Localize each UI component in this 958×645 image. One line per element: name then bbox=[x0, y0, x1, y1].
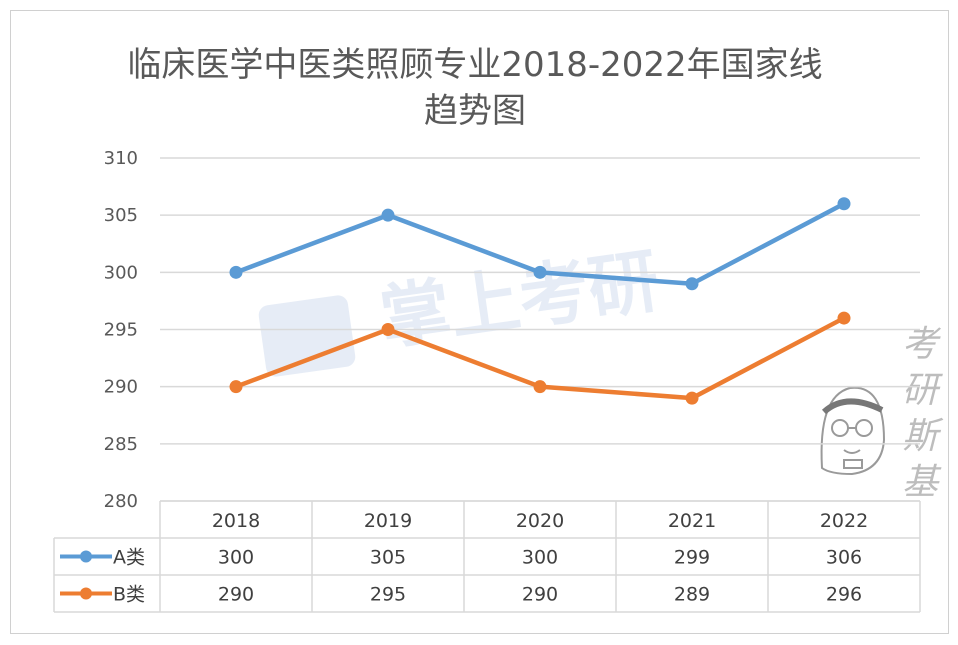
table-cell-value: 290 bbox=[218, 584, 254, 606]
chart-title-line1: 临床医学中医类照顾专业2018-2022年国家线 bbox=[127, 45, 823, 85]
data-point bbox=[837, 197, 851, 211]
y-tick-label: 300 bbox=[104, 262, 138, 283]
table-cell-value: 290 bbox=[522, 584, 558, 606]
data-point bbox=[533, 380, 547, 394]
legend-swatch-marker bbox=[80, 587, 92, 600]
data-point bbox=[837, 311, 851, 325]
y-tick-label: 290 bbox=[104, 377, 138, 398]
y-tick-label: 295 bbox=[104, 320, 138, 341]
data-point bbox=[229, 265, 243, 279]
x-category-label: 2021 bbox=[668, 510, 716, 532]
x-category-label: 2020 bbox=[516, 510, 564, 532]
y-tick-label: 310 bbox=[104, 148, 138, 169]
table-cell-value: 289 bbox=[674, 584, 710, 606]
chart-title: 临床医学中医类照顾专业2018-2022年国家线 趋势图 bbox=[60, 42, 890, 134]
data-point bbox=[685, 391, 699, 405]
x-category-label: 2022 bbox=[820, 510, 868, 532]
data-point bbox=[381, 208, 395, 222]
legend-series-name: B类 bbox=[113, 584, 145, 606]
y-tick-label: 305 bbox=[104, 205, 138, 226]
data-point bbox=[685, 277, 699, 291]
side-watermark-char: 基 bbox=[902, 462, 942, 503]
table-cell-value: 300 bbox=[522, 547, 558, 569]
x-category-label: 2018 bbox=[212, 510, 260, 532]
table-cell-value: 296 bbox=[826, 584, 862, 606]
data-point bbox=[381, 323, 395, 336]
side-watermark-char: 考 bbox=[902, 324, 942, 365]
chart-title-line2: 趋势图 bbox=[424, 91, 526, 131]
y-tick-label: 285 bbox=[104, 434, 138, 455]
x-category-label: 2019 bbox=[364, 510, 412, 532]
table-cell-value: 299 bbox=[674, 547, 710, 569]
y-tick-label: 280 bbox=[104, 491, 138, 512]
data-point bbox=[533, 265, 547, 279]
side-watermark-char: 研 bbox=[902, 370, 943, 411]
table-cell-value: 300 bbox=[218, 547, 254, 569]
chart-frame bbox=[10, 10, 949, 634]
legend-swatch-marker bbox=[80, 550, 92, 563]
side-watermark-char: 斯 bbox=[902, 416, 944, 457]
table-cell-value: 305 bbox=[370, 547, 406, 569]
mascot-icon bbox=[820, 386, 886, 476]
legend-series-name: A类 bbox=[113, 547, 145, 569]
watermark-logo-icon bbox=[258, 295, 356, 377]
data-point bbox=[229, 380, 243, 394]
table-cell-value: 295 bbox=[370, 584, 406, 606]
table-cell-value: 306 bbox=[826, 547, 862, 569]
